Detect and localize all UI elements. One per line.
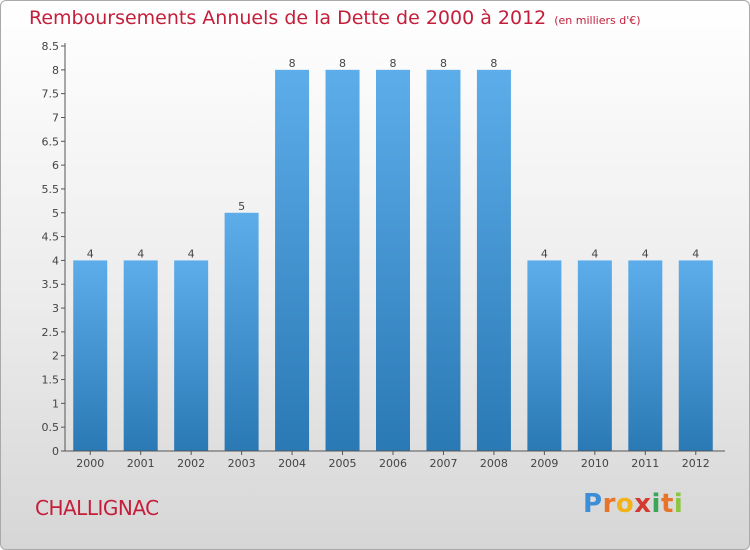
y-tick-label: 7.5 bbox=[42, 88, 60, 101]
chart-title-text: Remboursements Annuels de la Dette de 20… bbox=[29, 7, 547, 29]
bar-value-label: 8 bbox=[339, 57, 346, 70]
bar-value-label: 8 bbox=[390, 57, 397, 70]
y-tick-label: 3.5 bbox=[42, 278, 60, 291]
bar bbox=[224, 212, 259, 451]
y-axis: 0 0.5 1 1.5 2 2.5 3 3.5 4 4.5 5 5.5 6 6.5 7 7.5 8 8.5 bbox=[42, 40, 66, 458]
bar-value-label: 4 bbox=[642, 247, 649, 260]
chart-unit-label: (en milliers d'€) bbox=[554, 14, 641, 27]
y-tick-label: 0.5 bbox=[42, 421, 60, 434]
bar bbox=[325, 69, 360, 451]
bar-value-label: 4 bbox=[188, 247, 195, 260]
x-tick-label: 2010 bbox=[581, 457, 609, 470]
bar-series: 4 4 4 5 8 8 8 8 8 4 4 4 4 bbox=[73, 57, 713, 451]
x-tick-label: 2006 bbox=[379, 457, 407, 470]
bar-value-label: 8 bbox=[440, 57, 447, 70]
y-tick-label: 1.5 bbox=[42, 374, 60, 387]
x-tick-label: 2007 bbox=[429, 457, 457, 470]
logo-letter: x bbox=[634, 489, 652, 519]
bar-value-label: 8 bbox=[490, 57, 497, 70]
y-tick-label: 5.5 bbox=[42, 183, 60, 196]
y-tick-label: 6.5 bbox=[42, 135, 60, 148]
bar-value-label: 5 bbox=[238, 200, 245, 213]
x-tick-label: 2005 bbox=[329, 457, 357, 470]
x-tick-label: 2000 bbox=[76, 457, 104, 470]
y-tick-label: 7 bbox=[52, 111, 59, 124]
bar bbox=[73, 260, 108, 451]
bar bbox=[275, 69, 310, 451]
x-tick-label: 2004 bbox=[278, 457, 306, 470]
chart-title: Remboursements Annuels de la Dette de 20… bbox=[29, 7, 641, 29]
bar bbox=[123, 260, 158, 451]
bar-value-label: 4 bbox=[87, 247, 94, 260]
logo-letter: r bbox=[602, 489, 616, 519]
y-tick-label: 8 bbox=[52, 64, 59, 77]
bar-value-label: 4 bbox=[591, 247, 598, 260]
bar bbox=[476, 69, 511, 451]
bar bbox=[678, 260, 713, 451]
x-tick-label: 2003 bbox=[228, 457, 256, 470]
y-tick-label: 0 bbox=[52, 445, 59, 458]
x-tick-label: 2009 bbox=[530, 457, 558, 470]
y-tick-label: 3 bbox=[52, 302, 59, 315]
commune-name: CHALLIGNAC bbox=[35, 496, 159, 520]
x-tick-label: 2011 bbox=[631, 457, 659, 470]
y-tick-label: 5 bbox=[52, 207, 59, 220]
y-tick-label: 4 bbox=[52, 254, 59, 267]
y-tick-label: 6 bbox=[52, 159, 59, 172]
bar-value-label: 4 bbox=[692, 247, 699, 260]
bar bbox=[376, 69, 410, 451]
logo-letter: i bbox=[673, 489, 684, 519]
bar-value-label: 8 bbox=[289, 57, 296, 70]
logo-letter: P bbox=[583, 489, 603, 519]
proxiti-logo: Proxiti bbox=[583, 489, 683, 519]
logo-letter: t bbox=[660, 489, 674, 519]
y-tick-label: 2.5 bbox=[42, 326, 60, 339]
logo-letter: o bbox=[615, 489, 635, 519]
x-axis: 2000 2001 2002 2003 2004 2005 2006 2007 2008 2009… bbox=[65, 450, 725, 470]
y-tick-label: 4.5 bbox=[42, 231, 60, 244]
y-tick-label: 8.5 bbox=[42, 40, 60, 53]
x-tick-label: 2008 bbox=[480, 457, 508, 470]
bar-value-label: 4 bbox=[137, 247, 144, 260]
bar bbox=[628, 260, 663, 451]
y-tick-label: 1 bbox=[52, 397, 59, 410]
x-tick-label: 2012 bbox=[682, 457, 710, 470]
y-tick-label: 2 bbox=[52, 350, 59, 363]
logo-letter: i bbox=[651, 489, 661, 519]
x-tick-label: 2002 bbox=[177, 457, 205, 470]
bar bbox=[426, 69, 461, 451]
bar-value-label: 4 bbox=[541, 247, 548, 260]
bar bbox=[577, 260, 612, 451]
bar bbox=[174, 260, 209, 451]
bar bbox=[527, 260, 562, 451]
x-tick-label: 2001 bbox=[127, 457, 155, 470]
